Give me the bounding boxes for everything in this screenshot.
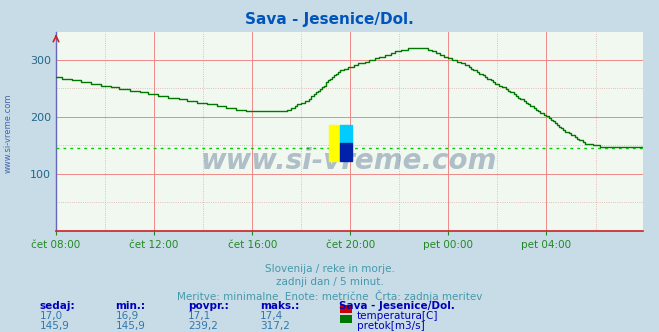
Text: 145,9: 145,9 — [115, 321, 145, 331]
Bar — [330, 125, 341, 161]
Text: Slovenija / reke in morje.: Slovenija / reke in morje. — [264, 264, 395, 274]
Bar — [341, 125, 352, 143]
Text: Sava - Jesenice/Dol.: Sava - Jesenice/Dol. — [245, 12, 414, 27]
Text: 17,1: 17,1 — [188, 311, 211, 321]
Text: 145,9: 145,9 — [40, 321, 69, 331]
Text: zadnji dan / 5 minut.: zadnji dan / 5 minut. — [275, 277, 384, 287]
Text: Meritve: minimalne  Enote: metrične  Črta: zadnja meritev: Meritve: minimalne Enote: metrične Črta:… — [177, 290, 482, 301]
Text: 17,4: 17,4 — [260, 311, 283, 321]
Text: temperatura[C]: temperatura[C] — [357, 311, 439, 321]
Text: www.si-vreme.com: www.si-vreme.com — [201, 147, 498, 175]
Text: 239,2: 239,2 — [188, 321, 217, 331]
Text: Sava - Jesenice/Dol.: Sava - Jesenice/Dol. — [339, 301, 455, 311]
Bar — [341, 143, 352, 161]
Text: pretok[m3/s]: pretok[m3/s] — [357, 321, 425, 331]
Text: 16,9: 16,9 — [115, 311, 138, 321]
Text: 17,0: 17,0 — [40, 311, 63, 321]
Text: www.si-vreme.com: www.si-vreme.com — [3, 93, 13, 173]
Text: maks.:: maks.: — [260, 301, 300, 311]
Text: povpr.:: povpr.: — [188, 301, 229, 311]
Text: min.:: min.: — [115, 301, 146, 311]
Text: 317,2: 317,2 — [260, 321, 290, 331]
Text: sedaj:: sedaj: — [40, 301, 75, 311]
